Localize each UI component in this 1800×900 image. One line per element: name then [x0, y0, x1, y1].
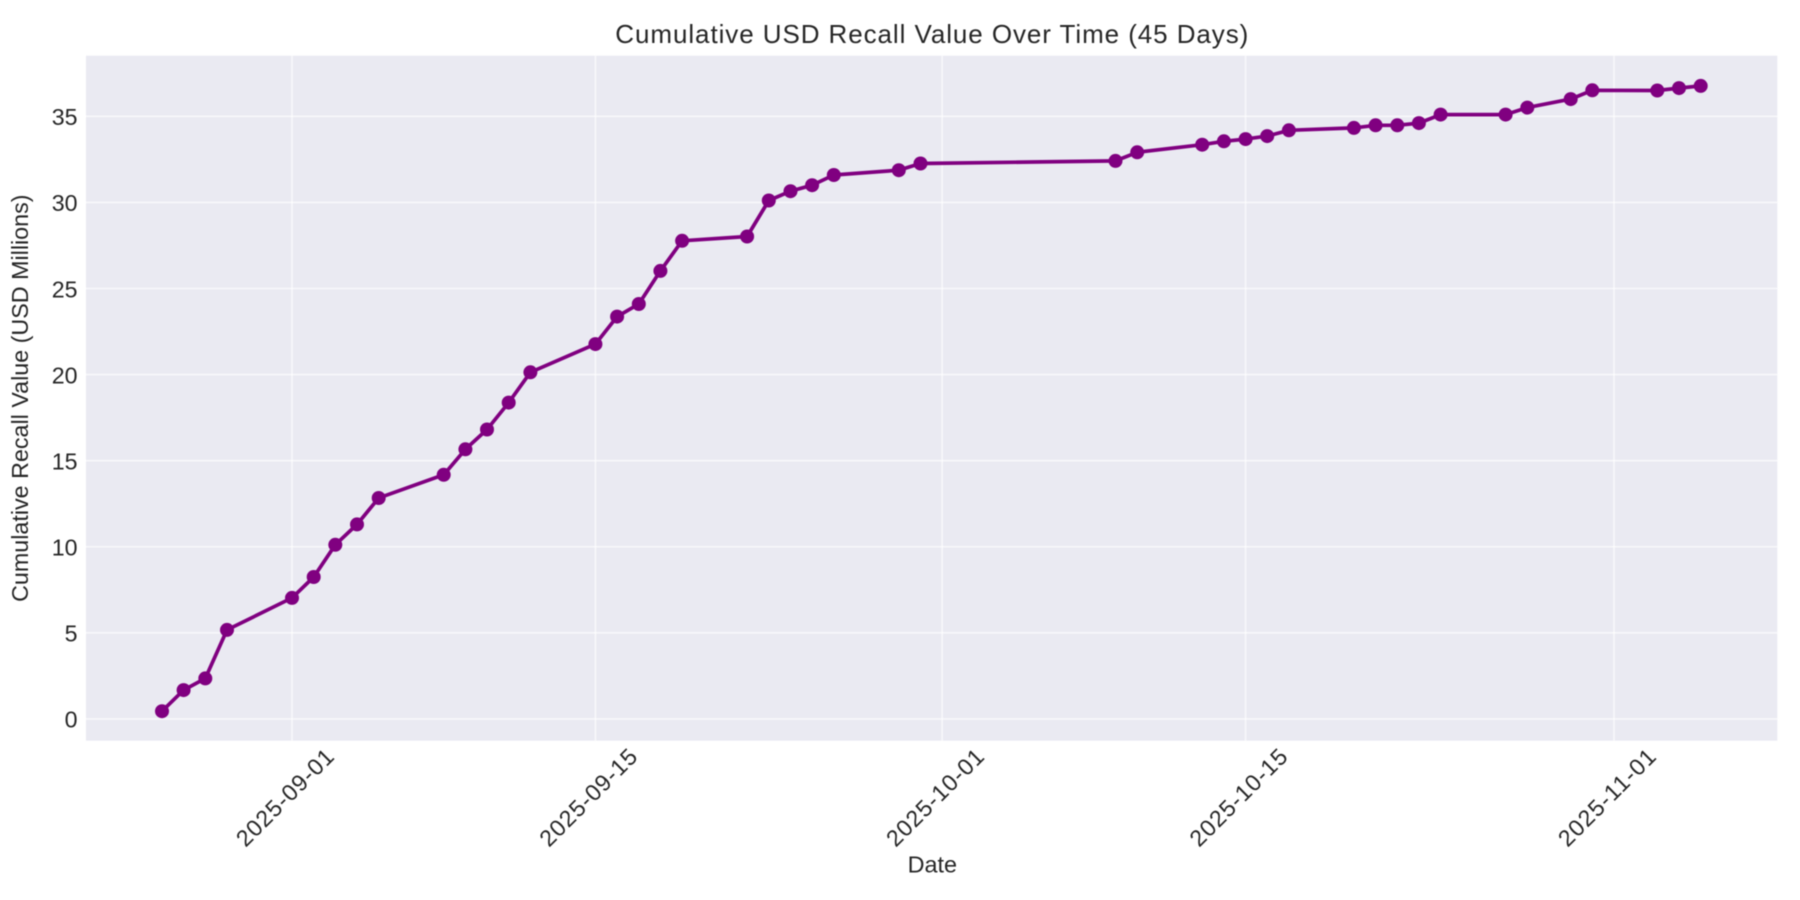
- svg-text:35: 35: [52, 104, 78, 130]
- svg-text:0: 0: [65, 707, 78, 733]
- svg-text:5: 5: [65, 621, 78, 647]
- svg-text:Date: Date: [908, 852, 957, 878]
- svg-text:2025-10-01: 2025-10-01: [881, 743, 989, 851]
- svg-text:2025-11-01: 2025-11-01: [1553, 743, 1661, 851]
- svg-text:2025-09-15: 2025-09-15: [534, 743, 642, 851]
- svg-text:15: 15: [52, 448, 78, 474]
- svg-text:10: 10: [52, 535, 78, 561]
- svg-text:2025-10-15: 2025-10-15: [1184, 743, 1292, 851]
- svg-text:25: 25: [52, 276, 78, 302]
- svg-text:30: 30: [52, 190, 78, 216]
- svg-text:Cumulative Recall Value (USD M: Cumulative Recall Value (USD Millions): [7, 195, 33, 602]
- svg-text:20: 20: [52, 362, 78, 388]
- svg-text:Cumulative USD Recall Value Ov: Cumulative USD Recall Value Over Time (4…: [615, 19, 1248, 49]
- svg-text:2025-09-01: 2025-09-01: [231, 743, 339, 851]
